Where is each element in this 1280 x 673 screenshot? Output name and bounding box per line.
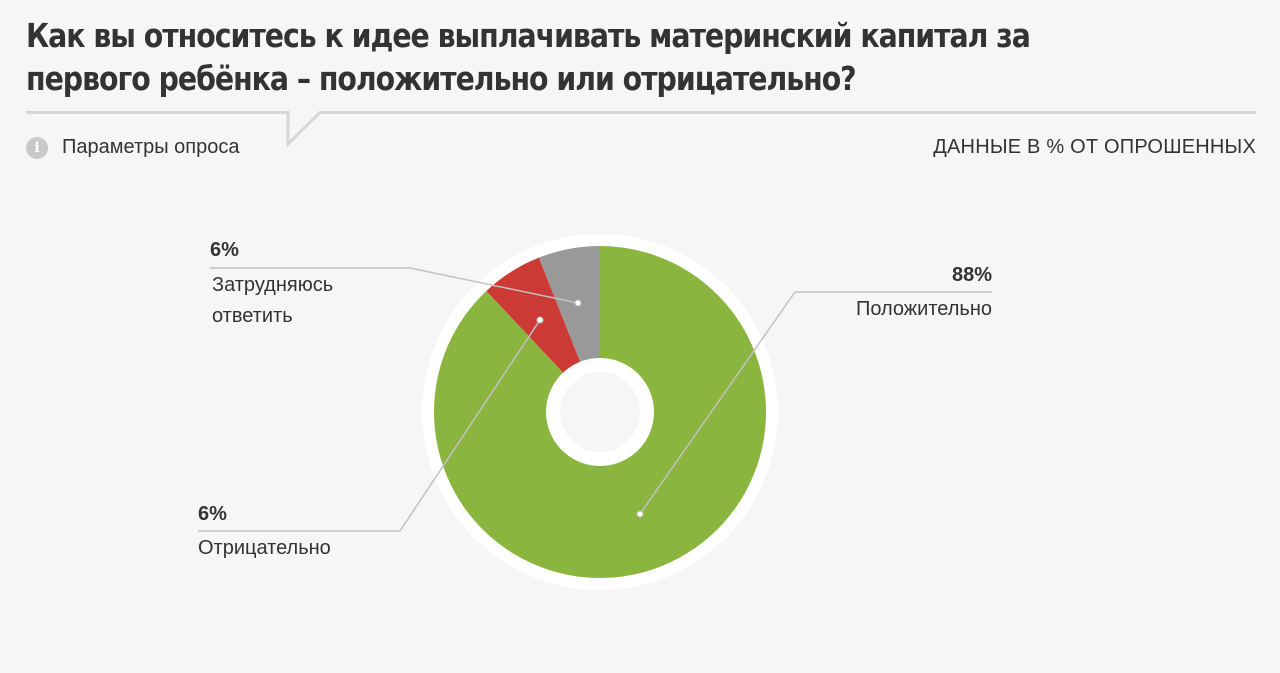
category-label-undecided-line2: ответить — [212, 305, 293, 327]
info-icon: i — [26, 136, 48, 159]
page-title: Как вы относитесь к идее выплачивать мат… — [26, 16, 1031, 98]
leader-dot-negative — [536, 316, 544, 324]
value-label-undecided: 6% — [210, 239, 239, 261]
value-label-positive: 88% — [952, 264, 992, 286]
survey-params-label: Параметры опроса — [62, 136, 240, 158]
title-divider — [26, 111, 1256, 148]
category-label-positive: Положительно — [856, 298, 992, 320]
leader-dot-undecided — [574, 299, 582, 307]
units-label: ДАННЫЕ В % ОТ ОПРОШЕННЫХ — [933, 136, 1256, 158]
survey-params-link[interactable]: i Параметры опроса — [26, 136, 240, 159]
leader-dot-positive — [636, 510, 644, 518]
category-label-undecided-line1: Затрудняюсь — [212, 274, 333, 296]
leader-line-negative — [198, 319, 541, 532]
leader-line-positive — [639, 291, 992, 515]
leader-line-undecided — [210, 267, 579, 304]
value-label-negative: 6% — [198, 503, 227, 525]
chart-center — [560, 372, 640, 452]
category-label-negative: Отрицательно — [198, 537, 331, 559]
